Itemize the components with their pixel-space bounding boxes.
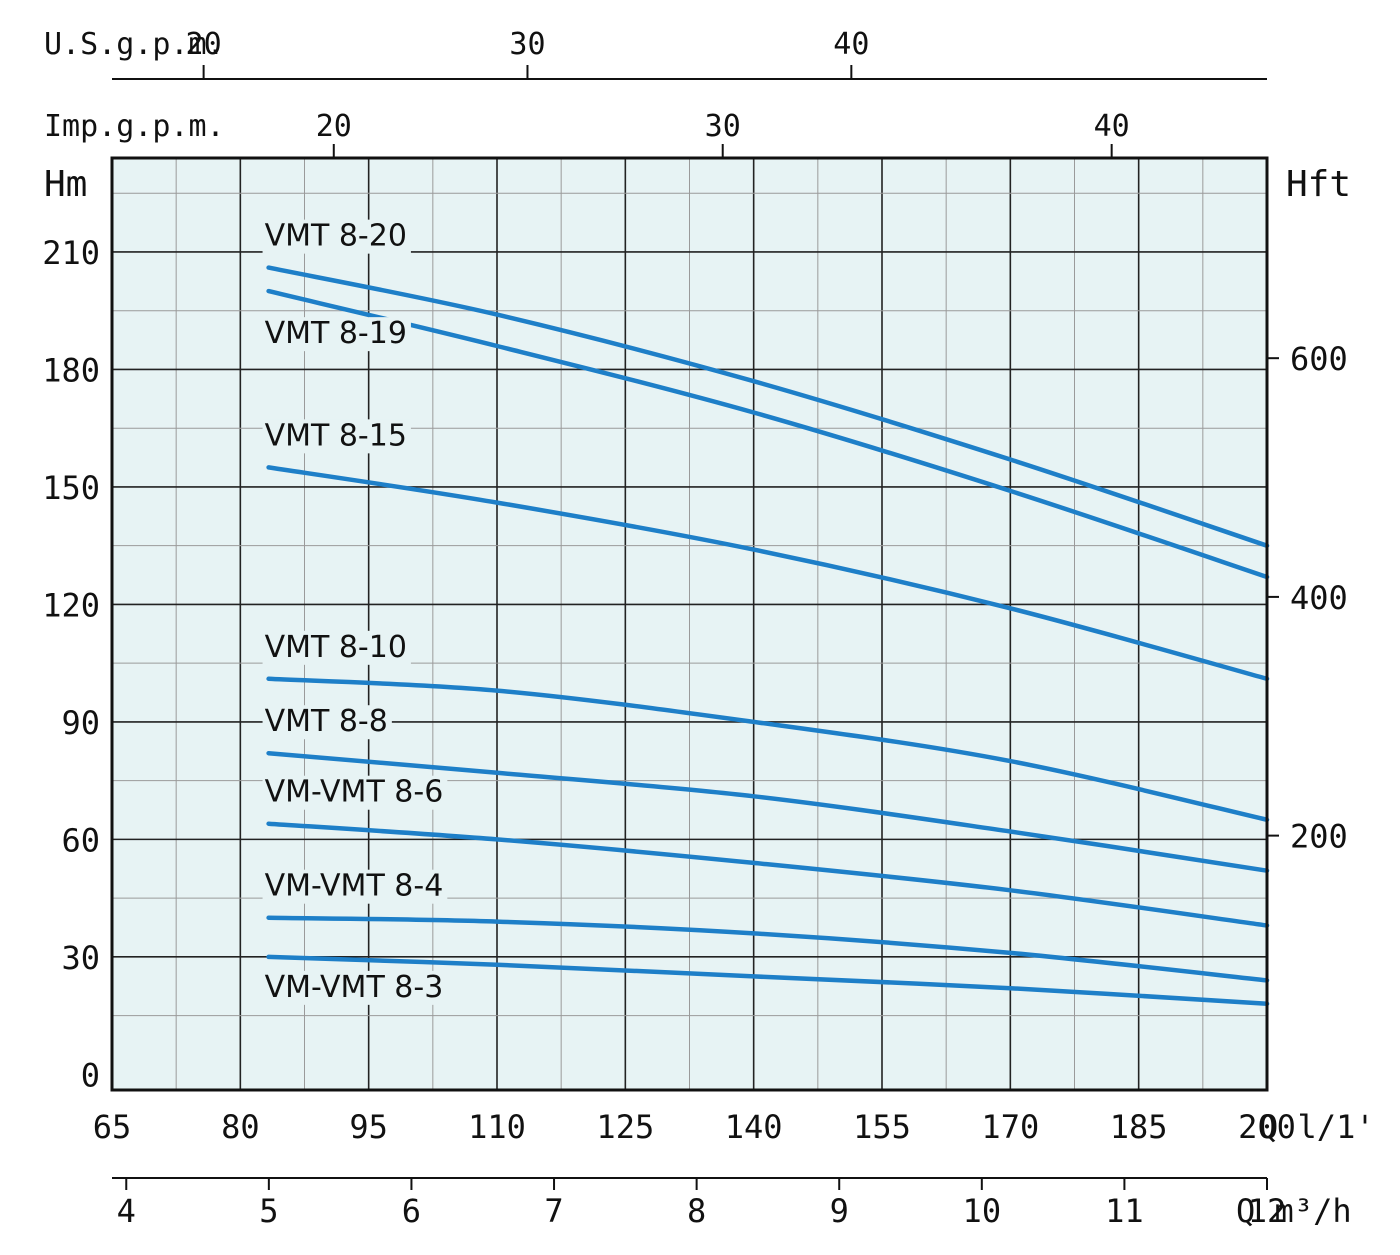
y-left-tick-label: 60 xyxy=(61,821,100,859)
x-bottom-lmin-tick-label: 125 xyxy=(596,1108,654,1146)
y-left-tick-label: 0 xyxy=(81,1056,100,1094)
series-label: VMT 8-15 xyxy=(265,418,407,453)
x-bottom-m3h-tick-label: 5 xyxy=(259,1192,278,1230)
y-left-axis-title: Hm xyxy=(44,164,87,205)
x-bottom-lmin-tick-label: 65 xyxy=(93,1108,132,1146)
x-bottom-lmin-tick-label: 110 xyxy=(468,1108,526,1146)
plot-frame xyxy=(110,156,1269,1092)
series-label-background xyxy=(262,219,411,254)
grid xyxy=(112,158,1268,1090)
series-label: VM-VMT 8-6 xyxy=(265,775,444,810)
y-left-tick-label: 120 xyxy=(42,586,100,624)
series-line-vm-vmt-8-4 xyxy=(266,915,1270,983)
y-left-tick-label: 30 xyxy=(61,939,100,977)
series-line-vm-vmt-8-3 xyxy=(266,954,1270,1007)
y-right-tick-label: 600 xyxy=(1290,340,1348,378)
x-bottom-lmin-tick-label: 140 xyxy=(725,1108,783,1146)
x-bottom-m3h-tick-label: 8 xyxy=(687,1192,706,1230)
y-right-tick-label: 200 xyxy=(1290,818,1348,856)
y-left-tick-label: 150 xyxy=(42,469,100,507)
series-labels: VMT 8-20 VMT 8-19 VMT 8-15 VMT 8-10 VMT 8-8 V… xyxy=(262,219,448,1005)
x-bottom-m3h-tick-label: 7 xyxy=(544,1192,563,1230)
series-line-vmt-8-15 xyxy=(266,465,1270,682)
x-bottom-lmin-tick-label: 95 xyxy=(349,1108,388,1146)
series-label-background xyxy=(262,317,411,352)
x-bottom-m3h-tick-label: 4 xyxy=(117,1192,136,1230)
series-line-vmt-8-10 xyxy=(266,676,1270,823)
series-label: VMT 8-10 xyxy=(265,630,407,665)
x-bottom-m3h-tick-label: 9 xyxy=(830,1192,849,1230)
x-bottom-lmin-tick-label: 155 xyxy=(853,1108,911,1146)
y-left-tick-label: 180 xyxy=(42,351,100,389)
series-label-background xyxy=(262,419,411,454)
series-label: VMT 8-8 xyxy=(265,704,388,739)
series-label-background xyxy=(262,705,392,740)
y-right-tick-label: 400 xyxy=(1290,579,1348,617)
series-line-vmt-8-8 xyxy=(266,750,1270,873)
series-label: VM-VMT 8-3 xyxy=(265,970,444,1005)
y-left-tick-label: 90 xyxy=(61,704,100,742)
x-top-impgpm-tick-label: 30 xyxy=(705,109,741,144)
series-label-background xyxy=(262,869,448,904)
series-label: VMT 8-19 xyxy=(265,316,407,351)
x-bottom-m3h-axis-title: Q m³/h xyxy=(1236,1192,1352,1230)
x-top-impgpm-tick-label: 40 xyxy=(1094,109,1130,144)
x-top-usgpm-tick-label: 20 xyxy=(186,27,222,62)
x-bottom-lmin-tick-label: 200 xyxy=(1238,1108,1296,1146)
x-top-usgpm-tick-label: 30 xyxy=(509,27,545,62)
series-label: VM-VMT 8-4 xyxy=(265,869,444,904)
series-line-vmt-8-20 xyxy=(266,265,1270,548)
x-bottom-m3h-tick-label: 6 xyxy=(402,1192,421,1230)
x-bottom-lmin-tick-label: 80 xyxy=(221,1108,260,1146)
series-lines xyxy=(266,265,1270,1007)
series-label: VMT 8-20 xyxy=(265,219,407,254)
series-line-vmt-8-19 xyxy=(266,288,1270,580)
x-top-usgpm-tick-label: 40 xyxy=(833,27,869,62)
x-bottom-m3h-tick-label: 12 xyxy=(1248,1192,1287,1230)
y-right-axis-title: Hft xyxy=(1286,164,1351,205)
series-line-vm-vmt-8-6 xyxy=(266,821,1270,928)
x-bottom-m3h-tick-label: 11 xyxy=(1105,1192,1144,1230)
x-bottom-lmin-tick-label: 170 xyxy=(981,1108,1039,1146)
series-label-background xyxy=(262,630,411,665)
series-label-background xyxy=(262,775,448,810)
x-bottom-m3h-tick-label: 10 xyxy=(963,1192,1002,1230)
x-top-impgpm-axis-title: Imp.g.p.m. xyxy=(44,109,225,144)
x-top-impgpm-tick-label: 20 xyxy=(316,109,352,144)
x-bottom-lmin-axis-title: Q l/1' xyxy=(1259,1108,1375,1146)
x-bottom-lmin-tick-label: 185 xyxy=(1110,1108,1168,1146)
y-left-tick-label: 210 xyxy=(42,234,100,272)
series-label-background xyxy=(262,970,448,1005)
x-top-usgpm-axis-title: U.S.g.p.m. xyxy=(44,27,225,62)
